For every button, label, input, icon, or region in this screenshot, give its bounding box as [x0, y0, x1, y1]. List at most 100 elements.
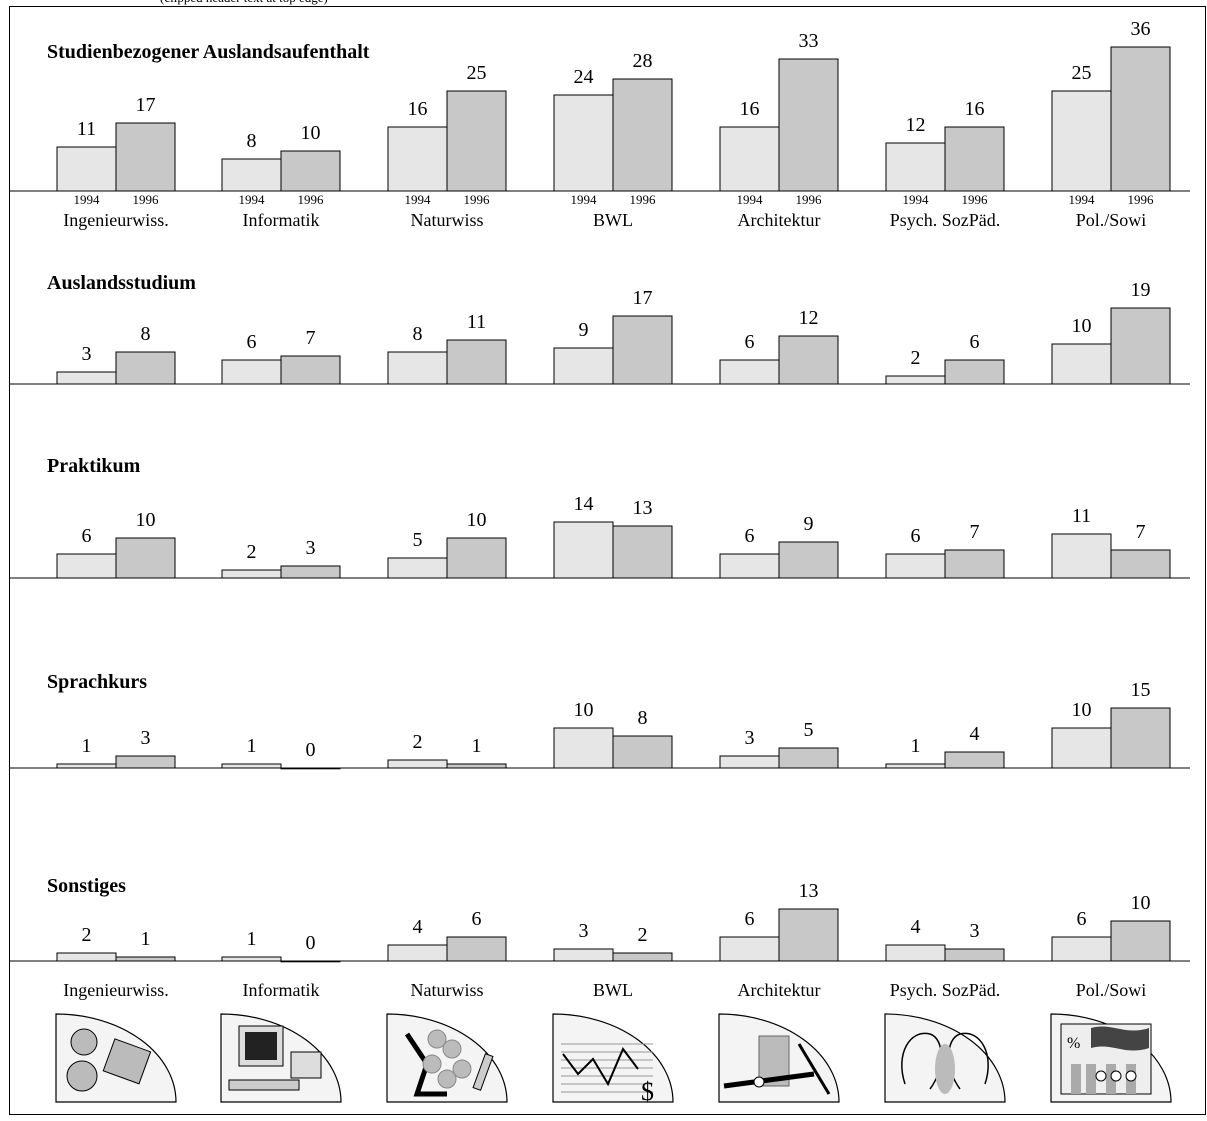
data-label: 17: [136, 94, 156, 116]
figure-shape: [935, 1044, 955, 1094]
panel-title: Auslandsstudium: [47, 272, 196, 294]
data-label: 25: [1072, 62, 1092, 84]
bar-1996-1: [115, 956, 176, 962]
data-label: 2: [413, 731, 423, 753]
data-label: 3: [141, 727, 151, 749]
data-label: 11: [1072, 505, 1091, 527]
data-label: 9: [579, 319, 589, 341]
bar-1996-3: [446, 339, 507, 385]
bar-1996-1: [115, 351, 176, 385]
bar-1994-3: [387, 126, 448, 192]
panel-title: Praktikum: [47, 455, 141, 477]
data-label: 0: [306, 739, 316, 761]
data-label: 3: [970, 920, 980, 942]
bar-1994-1: [56, 763, 117, 769]
trend-line: [562, 1047, 639, 1087]
bar-1996-2: [280, 565, 341, 579]
data-label: 16: [740, 98, 760, 120]
data-label: 6: [970, 331, 980, 353]
bar-1996-3: [446, 90, 507, 192]
data-label: 8: [141, 323, 151, 345]
data-label: 6: [1077, 908, 1087, 930]
data-label: 24: [574, 66, 594, 88]
bar-1996-5: [778, 908, 839, 962]
year-label: 1994: [239, 192, 266, 207]
data-label: 11: [77, 118, 96, 140]
category-label: Ingenieurwiss.: [63, 210, 168, 230]
data-label: 6: [472, 908, 482, 930]
bar-1996-2: [280, 355, 341, 385]
bar-1996-5: [778, 335, 839, 385]
data-label: 1: [247, 928, 257, 950]
bar-1996-1: [115, 755, 176, 769]
data-label: 19: [1131, 279, 1151, 301]
bar-shape: [1071, 1064, 1081, 1094]
year-label: 1994: [903, 192, 930, 207]
data-label: 10: [1072, 699, 1092, 721]
bar-1996-2: [280, 150, 341, 192]
header-fragment: (clipped header text at top edge): [160, 0, 328, 5]
data-label: 7: [306, 327, 316, 349]
category-label: Pol./Sowi: [1076, 210, 1147, 230]
data-label: 5: [804, 719, 814, 741]
bar-1996-7: [1110, 307, 1171, 385]
gears-icon: [55, 1013, 177, 1103]
gear-shape: [70, 1028, 98, 1056]
bar-1994-7: [1051, 936, 1112, 962]
bar-1994-4: [553, 94, 614, 192]
bar-1994-1: [56, 371, 117, 385]
bar-1996-5: [778, 747, 839, 769]
data-label: 7: [970, 521, 980, 543]
data-label: 36: [1131, 18, 1151, 40]
category-label: Informatik: [243, 210, 320, 230]
data-label: 10: [136, 509, 156, 531]
category-label: Psych. SozPäd.: [890, 210, 1001, 230]
data-label: 25: [467, 62, 487, 84]
category-label: Ingenieurwiss.: [63, 980, 168, 1000]
bar-1994-7: [1051, 533, 1112, 579]
category-label: Architektur: [738, 980, 821, 1000]
data-label: 9: [804, 513, 814, 535]
bar-shape: [1106, 1064, 1116, 1094]
bar-1994-3: [387, 759, 448, 769]
bar-1996-5: [778, 58, 839, 192]
panel-1: Studienbezogener Auslandsaufenthalt 11 8 16…: [10, 18, 1190, 230]
data-label: 10: [1131, 892, 1151, 914]
cell-shape: [452, 1059, 472, 1079]
data-label: 13: [799, 880, 819, 902]
bar-1994-1: [56, 553, 117, 579]
bar-1994-3: [387, 944, 448, 962]
data-label: 2: [82, 924, 92, 946]
bar-1994-1: [56, 952, 117, 962]
category-label: Naturwiss: [411, 210, 484, 230]
data-label: 6: [745, 331, 755, 353]
bar-1996-7: [1110, 707, 1171, 769]
year-label: 1996: [962, 192, 989, 207]
bar-1996-4: [612, 735, 673, 769]
bar-1996-6: [944, 359, 1005, 385]
year-label: 1996: [464, 192, 491, 207]
bar-1994-3: [387, 557, 448, 579]
cell-shape: [442, 1039, 462, 1059]
bar-1994-2: [221, 763, 282, 769]
data-label: 0: [306, 932, 316, 954]
flag-people-icon: %: [1050, 1013, 1172, 1103]
pencil-shape: [797, 1043, 831, 1095]
data-label: 8: [413, 323, 423, 345]
bar-1994-2: [221, 359, 282, 385]
bar-1994-7: [1051, 343, 1112, 385]
data-label: 17: [633, 287, 653, 309]
bar-shape: [1086, 1064, 1096, 1094]
bar-1994-4: [553, 347, 614, 385]
bar-1996-4: [612, 952, 673, 962]
data-label: 10: [1072, 315, 1092, 337]
data-label: 6: [911, 525, 921, 547]
bar-1994-2: [221, 569, 282, 579]
data-label: 10: [467, 509, 487, 531]
year-label: 1996: [298, 192, 325, 207]
bar-1996-4: [612, 525, 673, 579]
person-shape: [1110, 1070, 1122, 1082]
data-label: 11: [467, 311, 486, 333]
bar-1994-2: [221, 158, 282, 192]
